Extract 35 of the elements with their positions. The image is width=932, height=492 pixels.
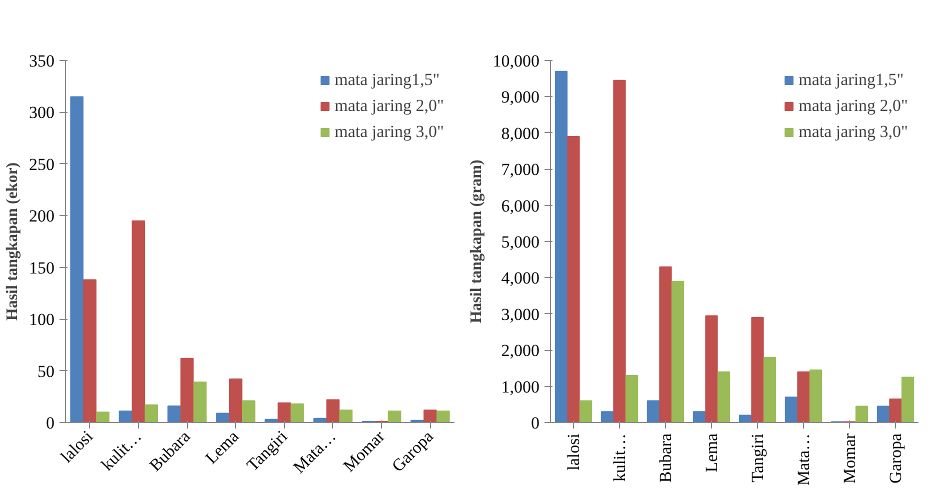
- y-tick-label: 0: [531, 414, 540, 432]
- y-tick-label: 3,000: [501, 304, 540, 324]
- y-tick-label: 350: [29, 52, 54, 70]
- x-tick-label: Bubara: [656, 433, 675, 483]
- y-tick-label: 150: [29, 258, 54, 278]
- y-tick-label: 10,000: [492, 52, 540, 70]
- x-tick-label: Garopa: [886, 433, 905, 484]
- y-tick-label: 6,000: [501, 196, 540, 216]
- y-tick-label: 2,000: [501, 341, 540, 360]
- y-tick-label: 300: [29, 103, 54, 122]
- y-tick-label: 50: [38, 362, 54, 381]
- y-tick-label: 100: [29, 310, 54, 330]
- y-tick-label: 200: [29, 206, 54, 226]
- x-tick-label: kulit…: [610, 434, 629, 482]
- legend-label: mata jaring1,5": [798, 70, 904, 90]
- y-tick-label: 0: [46, 414, 54, 432]
- legend-label: mata jaring 2,0": [798, 96, 908, 116]
- y-axis-title: Hasil tangkapan (gram): [468, 160, 485, 324]
- x-tick-label: Momar: [840, 433, 859, 484]
- x-tick-label: Tangiri: [748, 433, 767, 482]
- x-tick-label: Mata…: [794, 433, 813, 486]
- legend-label: mata jaring 3,0": [334, 122, 444, 142]
- y-tick-label: 1,000: [501, 377, 540, 396]
- legend-label: mata jaring 3,0": [798, 122, 908, 142]
- y-axis-title: Hasil tangkapan (ekor): [4, 162, 21, 321]
- y-tick-label: 8,000: [501, 124, 540, 143]
- x-tick-label: lalosi: [564, 433, 583, 470]
- y-tick-label: 9,000: [501, 88, 540, 107]
- y-tick-label: 5,000: [501, 232, 540, 252]
- y-tick-label: 4,000: [501, 268, 540, 288]
- legend-label: mata jaring1,5": [334, 70, 440, 90]
- legend-label: mata jaring 2,0": [334, 96, 444, 116]
- y-tick-label: 7,000: [501, 160, 540, 180]
- y-tick-label: 250: [29, 154, 54, 174]
- x-tick-label: Lema: [702, 433, 721, 472]
